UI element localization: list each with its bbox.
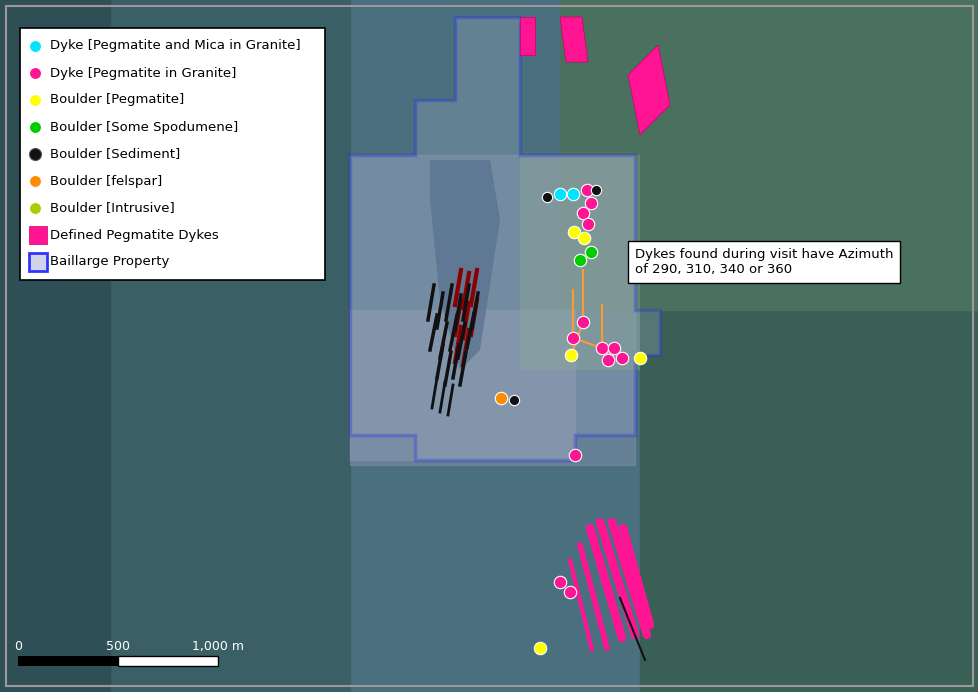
Point xyxy=(493,392,509,403)
Point xyxy=(539,192,555,203)
Bar xyxy=(0,0,350,692)
Text: Boulder [Some Spodumene]: Boulder [Some Spodumene] xyxy=(50,120,238,134)
Point xyxy=(561,586,577,597)
Point xyxy=(27,122,43,133)
Point xyxy=(552,576,567,588)
Polygon shape xyxy=(350,17,659,460)
Point xyxy=(613,352,629,363)
FancyBboxPatch shape xyxy=(20,28,325,280)
Point xyxy=(576,233,592,244)
Point xyxy=(552,188,567,199)
Text: 500: 500 xyxy=(106,640,130,653)
Point xyxy=(27,40,43,51)
Point xyxy=(27,149,43,160)
Point xyxy=(594,343,609,354)
Point xyxy=(588,185,603,196)
Point xyxy=(27,67,43,78)
Bar xyxy=(350,155,635,465)
Bar xyxy=(0,0,110,692)
Point xyxy=(562,349,578,361)
Point xyxy=(564,332,580,343)
Point xyxy=(27,95,43,106)
Text: 1,000 m: 1,000 m xyxy=(192,640,244,653)
Polygon shape xyxy=(429,160,500,370)
Point xyxy=(27,203,43,214)
Polygon shape xyxy=(559,17,588,62)
Point xyxy=(27,176,43,187)
Bar xyxy=(640,0,978,692)
Text: Boulder [Intrusive]: Boulder [Intrusive] xyxy=(50,201,174,215)
Point xyxy=(632,352,647,363)
Text: Boulder [Sediment]: Boulder [Sediment] xyxy=(50,147,180,161)
Bar xyxy=(18,656,118,666)
Point xyxy=(532,642,548,653)
Point xyxy=(571,255,587,266)
Point xyxy=(506,394,521,406)
Bar xyxy=(350,310,574,460)
Point xyxy=(583,246,599,257)
Text: Dykes found during visit have Azimuth
of 290, 310, 340 or 360: Dykes found during visit have Azimuth of… xyxy=(635,248,893,276)
Polygon shape xyxy=(519,17,534,55)
Point xyxy=(583,197,599,208)
Bar xyxy=(118,656,218,666)
Polygon shape xyxy=(519,155,640,370)
Bar xyxy=(29,226,47,244)
Text: 0: 0 xyxy=(14,640,22,653)
Point xyxy=(566,450,582,461)
Text: Baillarge Property: Baillarge Property xyxy=(50,255,169,268)
Point xyxy=(565,226,581,237)
Point xyxy=(575,208,591,219)
Polygon shape xyxy=(627,45,669,135)
Text: Dyke [Pegmatite in Granite]: Dyke [Pegmatite in Granite] xyxy=(50,66,236,80)
Text: Defined Pegmatite Dykes: Defined Pegmatite Dykes xyxy=(50,228,218,242)
Point xyxy=(600,354,615,365)
Point xyxy=(575,316,591,327)
Bar xyxy=(559,0,978,310)
Point xyxy=(605,343,621,354)
Text: Boulder [Pegmatite]: Boulder [Pegmatite] xyxy=(50,93,184,107)
Point xyxy=(580,219,596,230)
Bar xyxy=(29,253,47,271)
Text: Boulder [felspar]: Boulder [felspar] xyxy=(50,174,162,188)
Text: Dyke [Pegmatite and Mica in Granite]: Dyke [Pegmatite and Mica in Granite] xyxy=(50,39,300,53)
Point xyxy=(564,188,580,199)
Point xyxy=(579,185,595,196)
